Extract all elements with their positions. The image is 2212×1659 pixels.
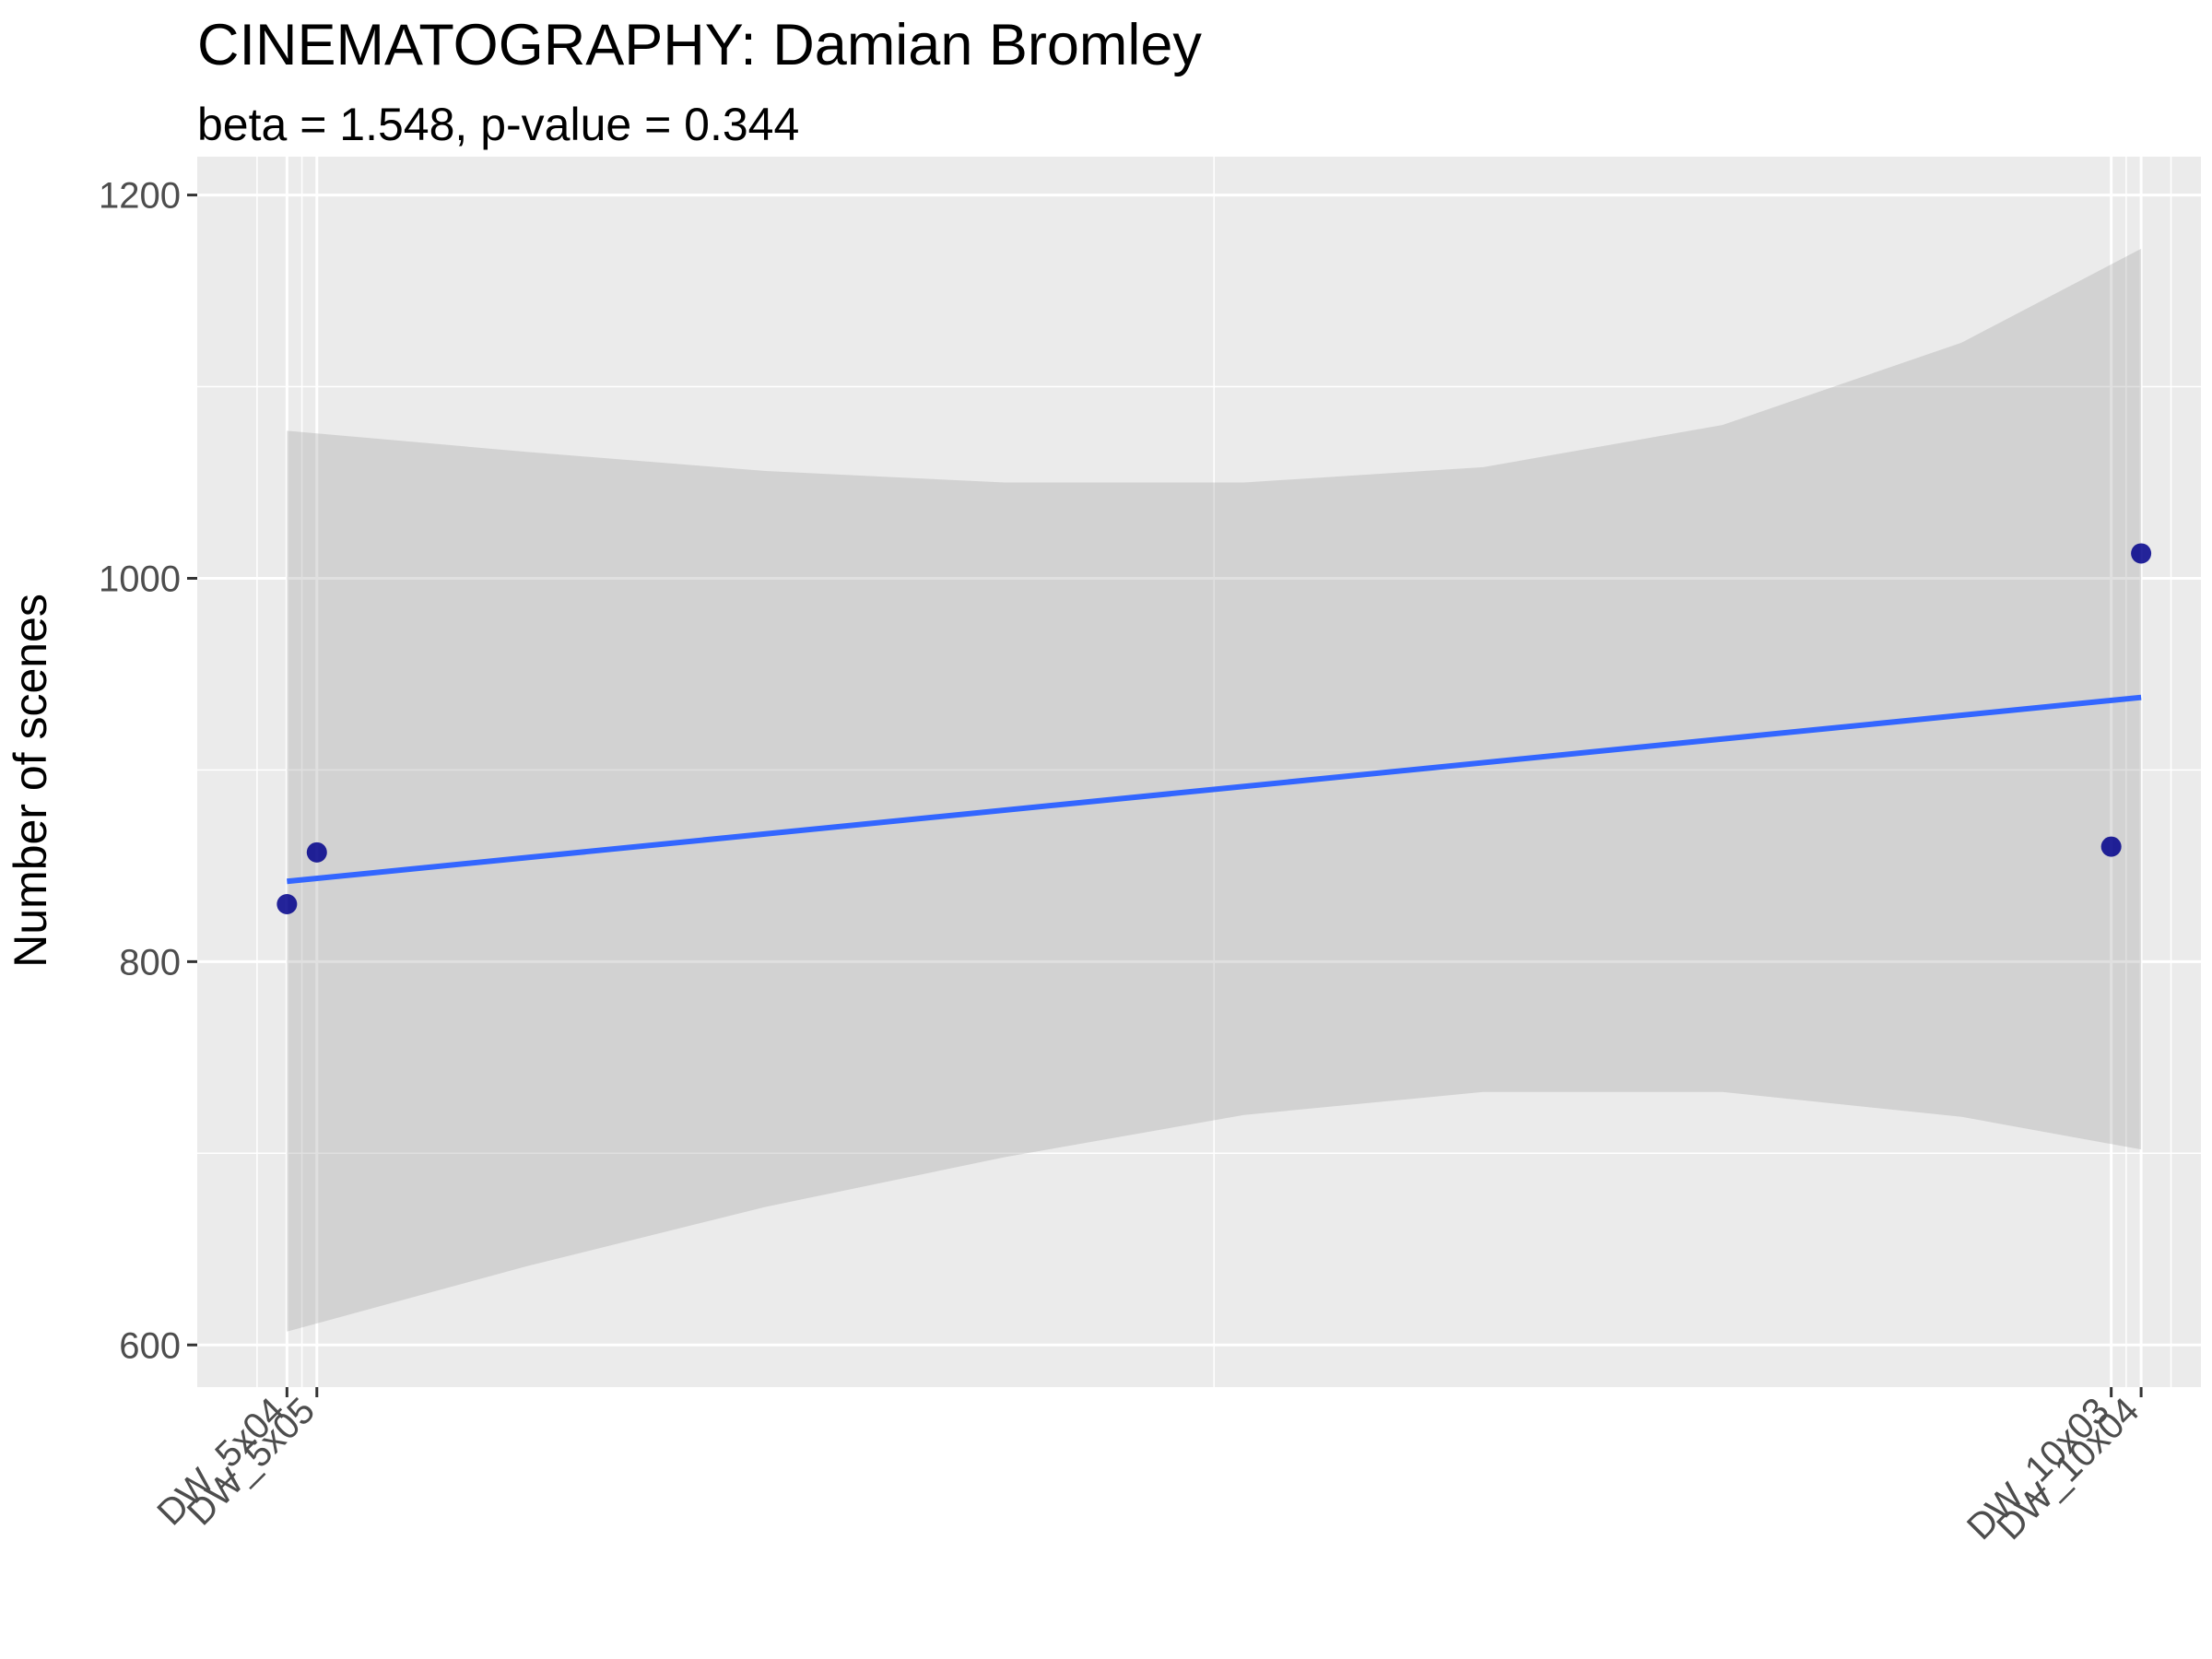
plot-panel [197, 157, 2201, 1387]
chart-title: CINEMATOGRAPHY: Damian Bromley [197, 13, 1202, 77]
y-tick-label: 600 [119, 1325, 181, 1366]
data-point [306, 841, 327, 863]
panel-background [197, 157, 2201, 1387]
y-tick-label: 800 [119, 942, 181, 982]
y-axis-label: Number of scenes [5, 594, 56, 968]
data-point [2100, 836, 2122, 857]
data-point [276, 893, 298, 914]
trend-line [287, 694, 2142, 885]
y-tick-label: 1200 [99, 176, 181, 217]
y-tick-label: 1000 [99, 559, 181, 599]
data-point [2131, 543, 2152, 564]
chart-subtitle: beta = 1.548, p-value = 0.344 [197, 99, 799, 150]
